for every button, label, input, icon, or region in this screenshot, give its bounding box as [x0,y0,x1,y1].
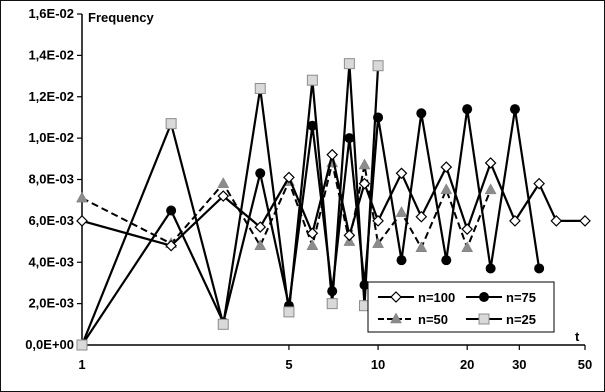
data-point [372,60,384,72]
data-point [415,210,428,223]
data-point [283,171,295,184]
data-point [478,313,490,325]
data-point [306,74,318,86]
data-point [484,183,497,195]
y-tick-label: 8,0E-03 [28,172,74,187]
data-point [372,237,384,248]
data-point [358,177,371,190]
x-tick-label: 20 [460,357,474,372]
legend-entry: n=75 [466,290,536,305]
data-point [579,215,591,227]
data-point [358,158,371,170]
legend-entry: n=50 [378,312,448,327]
data-point [217,177,230,188]
series-n-100 [76,148,591,252]
y-tick-label: 1,6E-02 [28,6,74,21]
data-point [509,215,521,227]
x-tick-label: 30 [512,357,526,372]
data-point [534,263,545,274]
x-tick-label: 1 [78,357,85,372]
data-point [462,104,473,115]
data-point [479,292,489,302]
legend-label: n=100 [418,290,455,305]
data-point [306,227,319,240]
y-tick-label: 1,4E-02 [28,47,74,62]
data-point [76,215,88,227]
data-point [440,161,453,173]
y-tick-label: 1,2E-02 [28,89,74,104]
data-point [533,177,545,190]
data-point [165,118,177,130]
data-point [416,108,427,119]
y-tick-label: 1,0E-02 [28,130,74,145]
data-point [217,318,229,330]
legend-box [367,281,555,333]
data-point [484,157,497,169]
data-point [461,241,474,253]
data-point [254,239,267,250]
data-point [390,291,402,303]
data-point [255,168,266,179]
data-point [326,298,338,310]
x-axis-label: t [575,329,580,344]
data-point [396,255,407,266]
data-point [254,221,267,233]
data-point [550,215,563,227]
data-point [344,133,355,144]
data-point [307,120,318,131]
data-point [76,191,88,203]
legend-label: n=75 [506,290,536,305]
legend-label: n=50 [418,312,448,327]
data-point [440,183,453,195]
x-tick-label: 5 [285,357,292,372]
data-point [165,239,177,252]
data-point [509,104,520,115]
legend-label: n=25 [506,312,536,327]
y-tick-label: 2,0E-03 [28,296,74,311]
series-line [80,63,380,346]
axes: 0,0E+00 2,0E-03 4,0E-03 6,0E-03 8,0E-03 1,0E-… [25,6,592,372]
y-axis-label: Frequency [88,10,155,25]
legend-entry: n=100 [378,290,455,305]
data-point [343,58,355,70]
data-point [395,167,408,180]
x-tick-label: 50 [578,357,592,372]
data-point [254,82,266,94]
data-point [372,215,384,227]
data-point [485,263,496,274]
data-point [395,206,408,217]
data-point [461,223,474,235]
data-point [76,339,88,351]
y-tick-label: 6,0E-03 [28,213,74,228]
x-tick-label: 10 [371,357,385,372]
data-point [283,306,295,318]
data-point [415,241,428,253]
data-point [306,239,319,250]
data-point [441,255,452,266]
y-tick-label: 4,0E-03 [28,254,74,269]
data-point [343,229,356,242]
legend-entry: n=25 [466,312,536,327]
data-point [166,205,177,216]
data-point [326,148,339,161]
y-tick-label: 0,0E+00 [25,337,74,352]
series-n-25 [76,58,384,351]
legend: n=100 n=75 n=50 n=25 [367,281,555,333]
data-point [390,312,402,324]
series-layer [76,58,591,351]
data-point [217,190,230,202]
